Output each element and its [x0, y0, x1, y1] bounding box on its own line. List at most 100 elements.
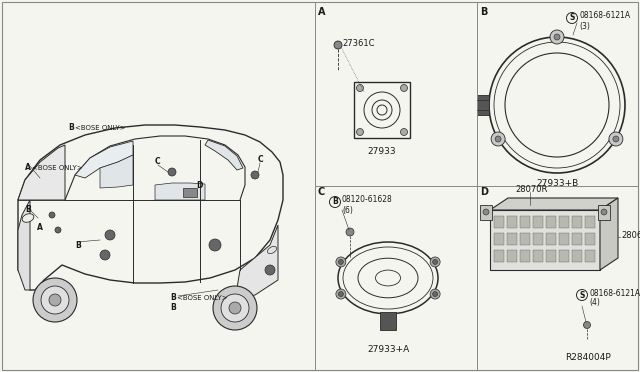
Text: B: B [68, 124, 74, 132]
Circle shape [168, 168, 176, 176]
Bar [507, 250, 517, 262]
Bar [585, 250, 595, 262]
Circle shape [339, 292, 344, 296]
Polygon shape [600, 198, 618, 270]
Text: 08120-61628: 08120-61628 [342, 196, 393, 205]
Polygon shape [235, 225, 278, 300]
Polygon shape [100, 155, 133, 188]
Circle shape [41, 286, 69, 314]
Bar [494, 216, 504, 228]
Text: C: C [155, 157, 161, 167]
Bar [520, 233, 530, 245]
Text: S: S [570, 13, 575, 22]
Text: 28060M: 28060M [621, 231, 640, 240]
Text: 27933: 27933 [368, 148, 396, 157]
Text: 08168-6121A: 08168-6121A [589, 289, 640, 298]
Circle shape [49, 294, 61, 306]
Circle shape [433, 292, 438, 296]
Circle shape [495, 136, 501, 142]
Circle shape [433, 259, 438, 264]
Circle shape [356, 128, 364, 135]
Circle shape [601, 209, 607, 215]
Bar [533, 250, 543, 262]
Text: A: A [37, 224, 43, 232]
Text: 27933+A: 27933+A [367, 346, 409, 355]
Bar [520, 250, 530, 262]
Circle shape [221, 294, 249, 322]
Circle shape [209, 239, 221, 251]
Bar [533, 216, 543, 228]
Circle shape [336, 257, 346, 267]
Bar [183, 188, 197, 197]
Polygon shape [155, 183, 205, 200]
Text: 28070R: 28070R [515, 186, 547, 195]
Text: 08168-6121A: 08168-6121A [579, 12, 630, 20]
Bar [490, 210, 600, 270]
Bar [572, 216, 582, 228]
Text: R284004P: R284004P [565, 353, 611, 362]
Bar [494, 250, 504, 262]
Ellipse shape [268, 246, 276, 254]
Circle shape [554, 34, 560, 40]
Circle shape [430, 257, 440, 267]
Circle shape [483, 209, 489, 215]
Bar [480, 205, 492, 220]
Text: <BOSE ONLY>: <BOSE ONLY> [177, 295, 228, 301]
Circle shape [334, 41, 342, 49]
Text: A: A [25, 164, 31, 173]
Polygon shape [18, 200, 30, 290]
Circle shape [430, 289, 440, 299]
Circle shape [401, 84, 408, 92]
Circle shape [105, 230, 115, 240]
Circle shape [213, 286, 257, 330]
Text: B: B [170, 294, 176, 302]
Text: D: D [196, 180, 202, 189]
Circle shape [55, 227, 61, 233]
Bar [507, 216, 517, 228]
Bar [598, 205, 610, 220]
Bar [559, 233, 569, 245]
Bar [585, 216, 595, 228]
Bar [477, 95, 489, 115]
Circle shape [346, 228, 354, 236]
Circle shape [100, 250, 110, 260]
Text: 27361C: 27361C [342, 38, 374, 48]
Text: (3): (3) [579, 22, 590, 31]
Bar [559, 250, 569, 262]
Text: B: B [480, 7, 488, 17]
Circle shape [356, 84, 364, 92]
Polygon shape [205, 140, 243, 170]
Bar [546, 216, 556, 228]
Text: D: D [480, 187, 488, 197]
Circle shape [339, 259, 344, 264]
Bar [494, 233, 504, 245]
Text: S: S [579, 291, 585, 299]
Polygon shape [490, 198, 618, 210]
Text: C: C [318, 187, 325, 197]
Bar [520, 216, 530, 228]
Ellipse shape [22, 214, 34, 222]
Polygon shape [75, 141, 133, 178]
Polygon shape [18, 145, 65, 200]
Circle shape [49, 212, 55, 218]
Circle shape [584, 321, 591, 328]
Circle shape [33, 278, 77, 322]
Bar [585, 233, 595, 245]
Text: B: B [25, 205, 31, 215]
Text: C: C [258, 155, 264, 164]
Bar [559, 216, 569, 228]
Text: 27933+B: 27933+B [536, 179, 578, 187]
Circle shape [265, 265, 275, 275]
Bar [533, 233, 543, 245]
Bar [572, 250, 582, 262]
Text: B: B [332, 198, 338, 206]
Circle shape [609, 132, 623, 146]
Circle shape [491, 132, 505, 146]
Circle shape [229, 302, 241, 314]
Text: B: B [170, 304, 176, 312]
Text: A: A [318, 7, 326, 17]
Circle shape [401, 128, 408, 135]
Circle shape [251, 171, 259, 179]
Text: B: B [75, 241, 81, 250]
Circle shape [336, 289, 346, 299]
